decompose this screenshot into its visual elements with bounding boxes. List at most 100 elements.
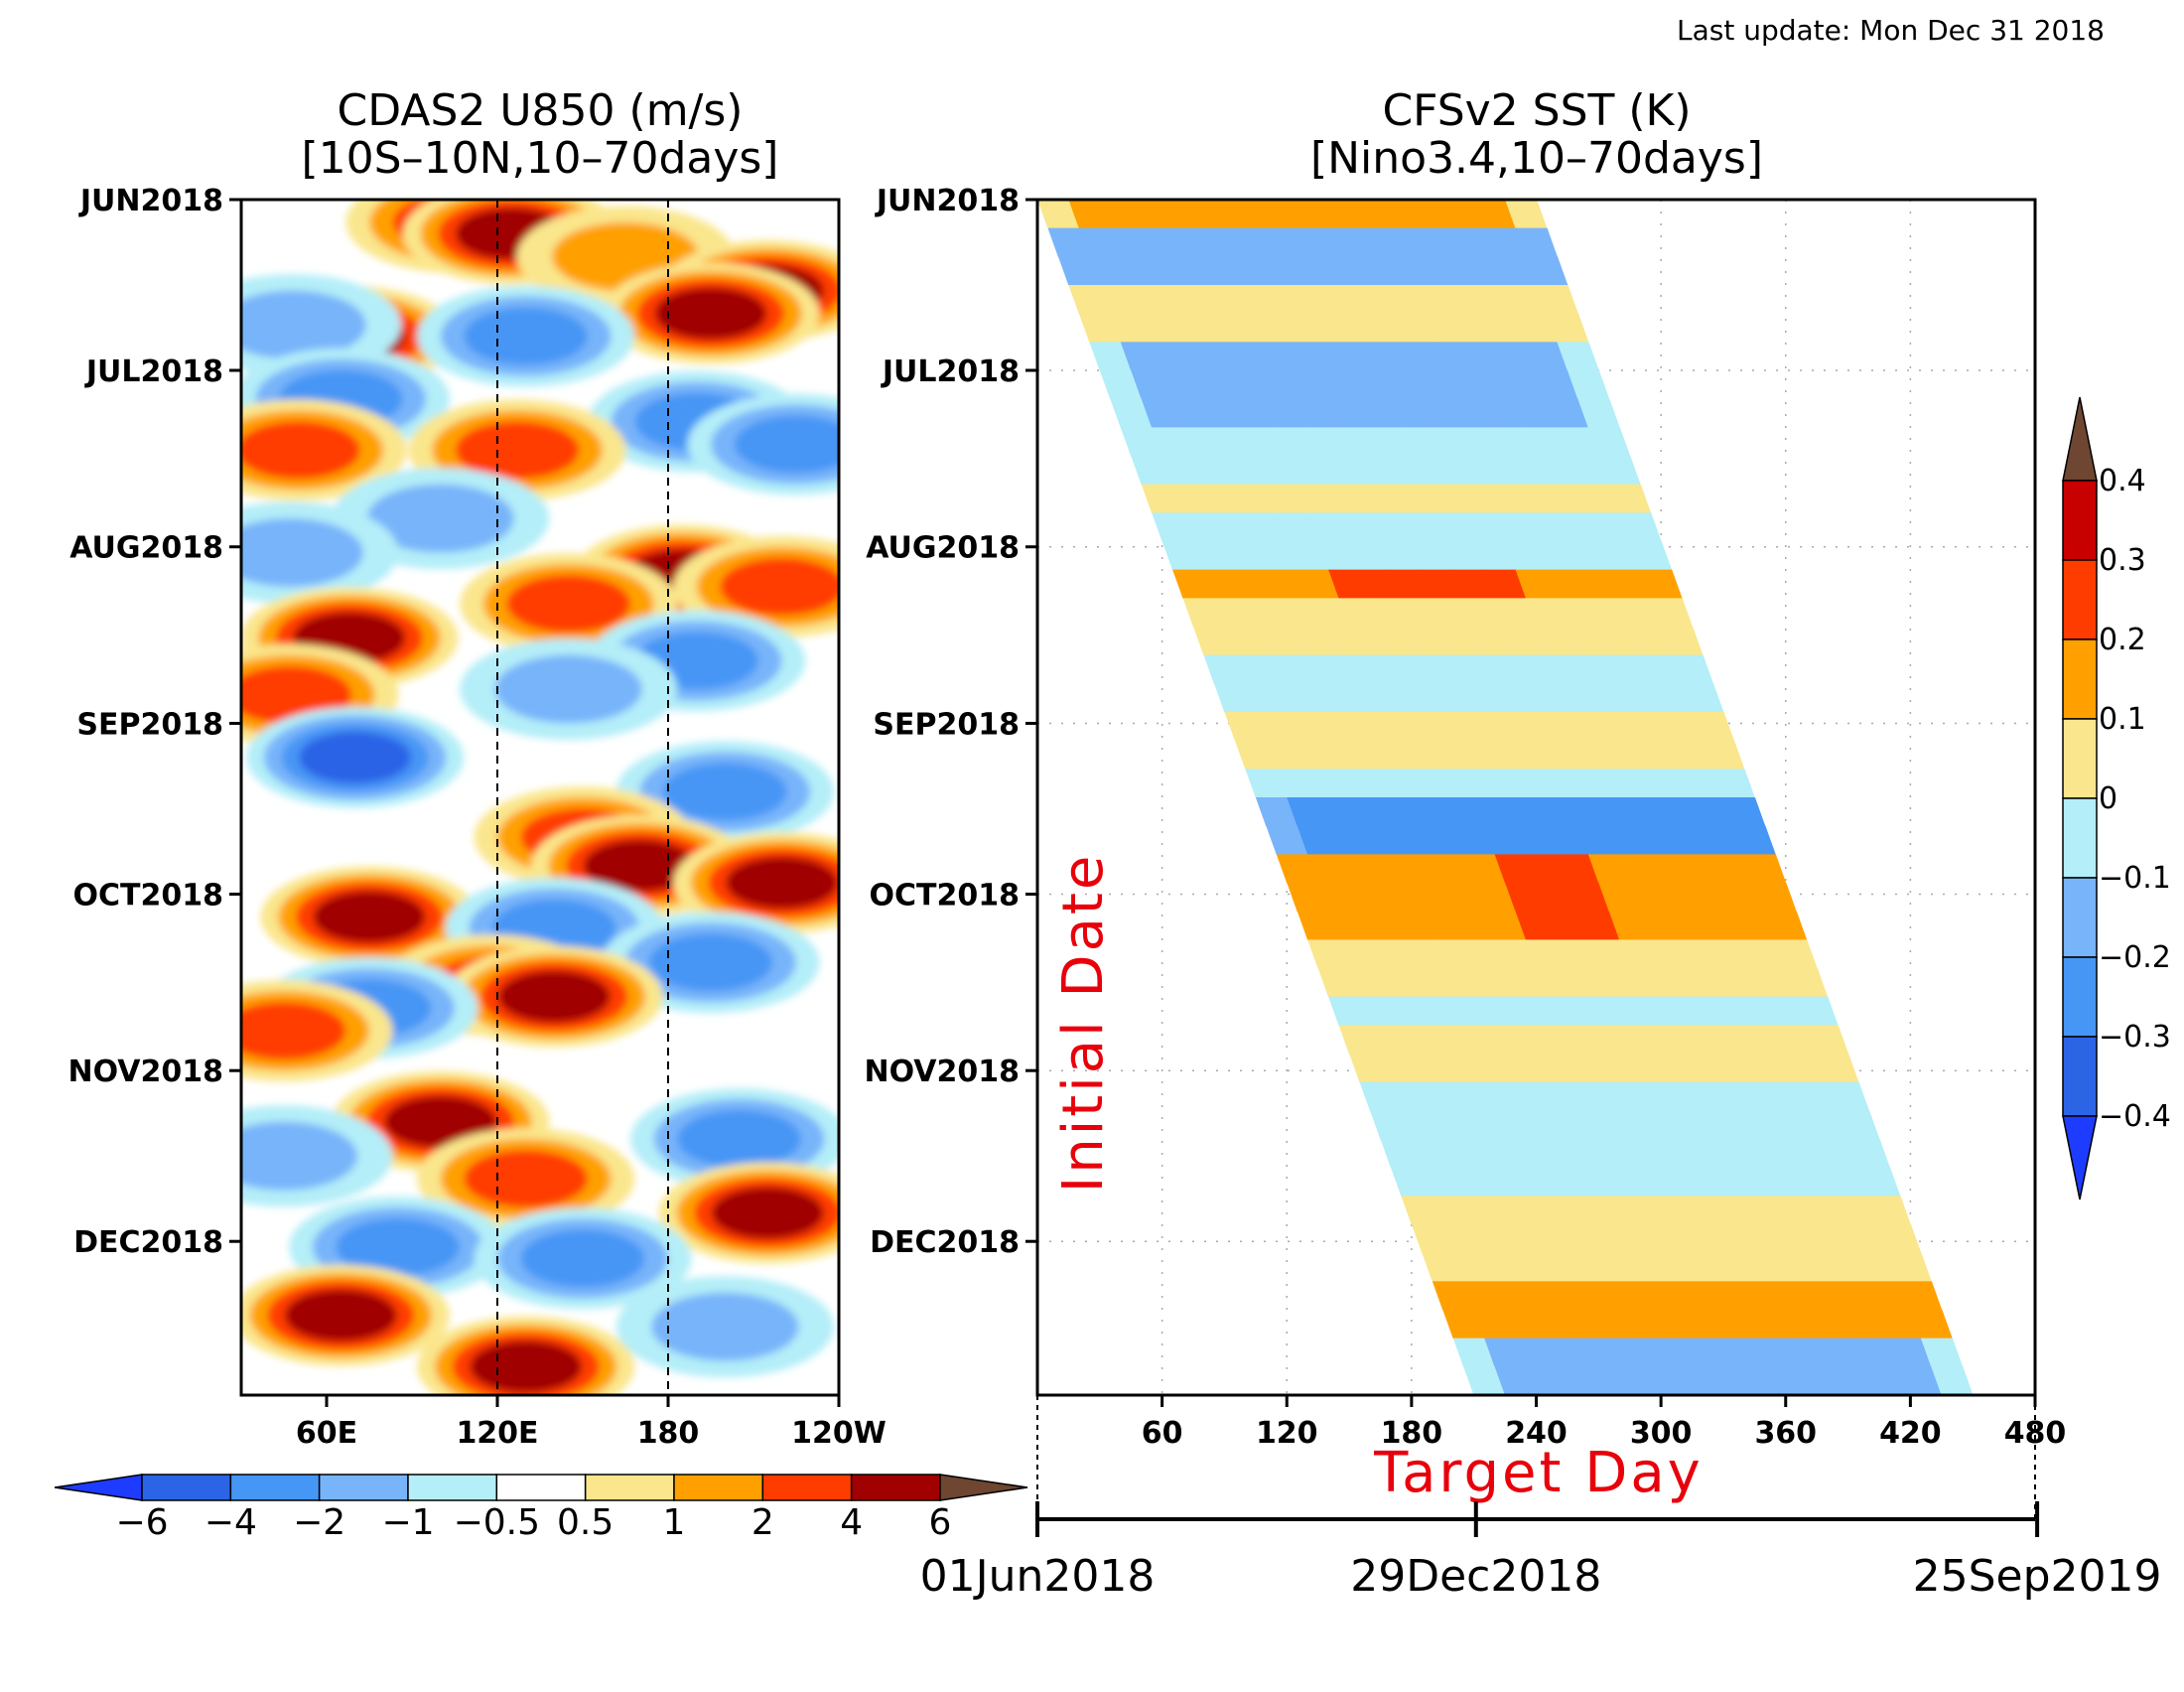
sst-anomaly-cell: [1577, 996, 1620, 1026]
sst-colorbar-label: −0.4: [2099, 1099, 2171, 1134]
sst-anomaly-cell: [1089, 342, 1132, 371]
u850-anomaly-contour: [726, 856, 839, 910]
sst-anomaly-cell: [1650, 598, 1694, 628]
sst-anomaly-cell: [1380, 1054, 1423, 1083]
sst-anomaly-cell: [1172, 484, 1215, 513]
sst-anomaly-cell: [1598, 456, 1641, 486]
sst-anomaly-cell: [1307, 769, 1350, 798]
sst-anomaly-cell: [1473, 1224, 1517, 1254]
sst-anomaly-cell: [1838, 1110, 1880, 1140]
sst-anomaly-cell: [1359, 740, 1403, 770]
sst-anomaly-cell: [1463, 427, 1506, 457]
sst-anomaly-cell: [1722, 883, 1766, 913]
sst-anomaly-cell: [1536, 797, 1578, 827]
u850-y-tick-label: AUG2018: [69, 531, 223, 566]
sst-anomaly-cell: [1515, 1167, 1559, 1197]
sst-anomaly-cell: [1878, 1310, 1922, 1340]
sst-anomaly-cell: [1432, 598, 1475, 628]
sst-anomaly-cell: [1255, 712, 1298, 742]
sst-anomaly-cell: [1598, 712, 1641, 742]
u850-colorbar-label: 0.5: [557, 1502, 614, 1543]
u850-y-tick-label: OCT2018: [73, 878, 223, 913]
sst-anomaly-cell: [1193, 200, 1236, 229]
sst-anomaly-cell: [1557, 1025, 1599, 1055]
sst-anomaly-cell: [1297, 313, 1340, 343]
sst-anomaly-cell: [1505, 1224, 1548, 1254]
sst-anomaly-cell: [1587, 1366, 1631, 1395]
sst-anomaly-cell: [1847, 1310, 1891, 1340]
sst-anomaly-cell: [1722, 1310, 1766, 1340]
sst-anomaly-cell: [1598, 968, 1641, 998]
sst-anomaly-cell: [1608, 911, 1652, 940]
sst-anomaly-cell: [1297, 569, 1340, 599]
sst-anomaly-cell: [1422, 911, 1464, 940]
sst-anomaly-cell: [1452, 996, 1496, 1026]
sst-colorbar-segment: [2062, 638, 2098, 720]
sst-anomaly-cell: [1484, 825, 1527, 855]
sst-anomaly-cell: [1473, 797, 1517, 827]
sst-anomaly-cell: [1692, 1224, 1735, 1254]
sst-anomaly-cell: [1287, 712, 1329, 742]
sst-anomaly-cell: [1682, 683, 1724, 713]
sst-anomaly-cell: [1640, 996, 1683, 1026]
sst-anomaly-cell: [1692, 1054, 1735, 1083]
sst-anomaly-cell: [1847, 1224, 1891, 1254]
u850-colorbar-segment: [229, 1474, 321, 1501]
sst-anomaly-cell: [1557, 598, 1599, 628]
sst-anomaly-cell: [1505, 883, 1548, 913]
sst-anomaly-cell: [1037, 200, 1080, 229]
sst-anomaly-cell: [1722, 1139, 1766, 1169]
sst-anomaly-cell: [1473, 883, 1517, 913]
sst-colorbar-label: 0: [2099, 781, 2117, 816]
sst-anomaly-cell: [1442, 200, 1485, 229]
sst-anomaly-cell: [1141, 227, 1184, 257]
sst-anomaly-cell: [1817, 1310, 1859, 1340]
sst-anomaly-cell: [1536, 968, 1578, 998]
u850-anomaly-contour: [470, 1340, 583, 1393]
sst-anomaly-cell: [1712, 1025, 1755, 1055]
u850-colorbar-label: 1: [663, 1502, 686, 1543]
sst-anomaly-cell: [1255, 370, 1298, 400]
sst-anomaly-cell: [1546, 1081, 1589, 1111]
sst-anomaly-cell: [1515, 398, 1559, 428]
u850-anomaly-contour: [313, 891, 426, 943]
sst-anomaly-cell: [1432, 1196, 1475, 1225]
sst-anomaly-cell: [1494, 769, 1538, 798]
u850-colorbar-label: 4: [840, 1502, 863, 1543]
u850-anomaly-contour: [455, 421, 580, 480]
sst-anomaly-cell: [1172, 398, 1215, 428]
sst-anomaly-cell: [1349, 627, 1392, 656]
sst-anomaly-cell: [1682, 939, 1724, 969]
sst-anomaly-cell: [1494, 854, 1538, 884]
sst-anomaly-cell: [1463, 342, 1506, 371]
sst-anomaly-cell: [1515, 654, 1559, 684]
sst-anomaly-cell: [1380, 200, 1423, 229]
sst-anomaly-cell: [1276, 427, 1319, 457]
sst-anomaly-cell: [1692, 883, 1735, 913]
sst-anomaly-cell: [1422, 313, 1464, 343]
sst-anomaly-cell: [1245, 683, 1288, 713]
sst-anomaly-cell: [1245, 342, 1288, 371]
sst-anomaly-cell: [1598, 883, 1641, 913]
sst-anomaly-cell: [1411, 1054, 1454, 1083]
sst-anomaly-cell: [1515, 1081, 1559, 1111]
sst-anomaly-cell: [1390, 569, 1433, 599]
sst-anomaly-cell: [1317, 712, 1361, 742]
u850-colorbar-segment: [850, 1474, 941, 1501]
sst-anomaly-cell: [1422, 1081, 1464, 1111]
sst-anomaly-cell: [1203, 569, 1246, 599]
sst-anomaly-cell: [1213, 683, 1257, 713]
u850-colorbar-label: 2: [751, 1502, 774, 1543]
sst-anomaly-cell: [1338, 939, 1382, 969]
sst-anomaly-cell: [1577, 1252, 1620, 1282]
sst-anomaly-cell: [1120, 427, 1163, 457]
sst-anomaly-cell: [1078, 313, 1122, 343]
sst-anomaly-cell: [1349, 200, 1392, 229]
u850-x-tick-label: 120E: [456, 1416, 538, 1451]
sst-anomaly-cell: [1567, 1139, 1610, 1169]
sst-anomaly-cell: [1193, 627, 1236, 656]
sst-anomaly-cell: [1608, 1252, 1652, 1282]
sst-anomaly-cell: [1858, 1252, 1901, 1282]
sst-anomaly-cell: [1577, 654, 1620, 684]
sst-anomaly-cell: [1328, 569, 1371, 599]
